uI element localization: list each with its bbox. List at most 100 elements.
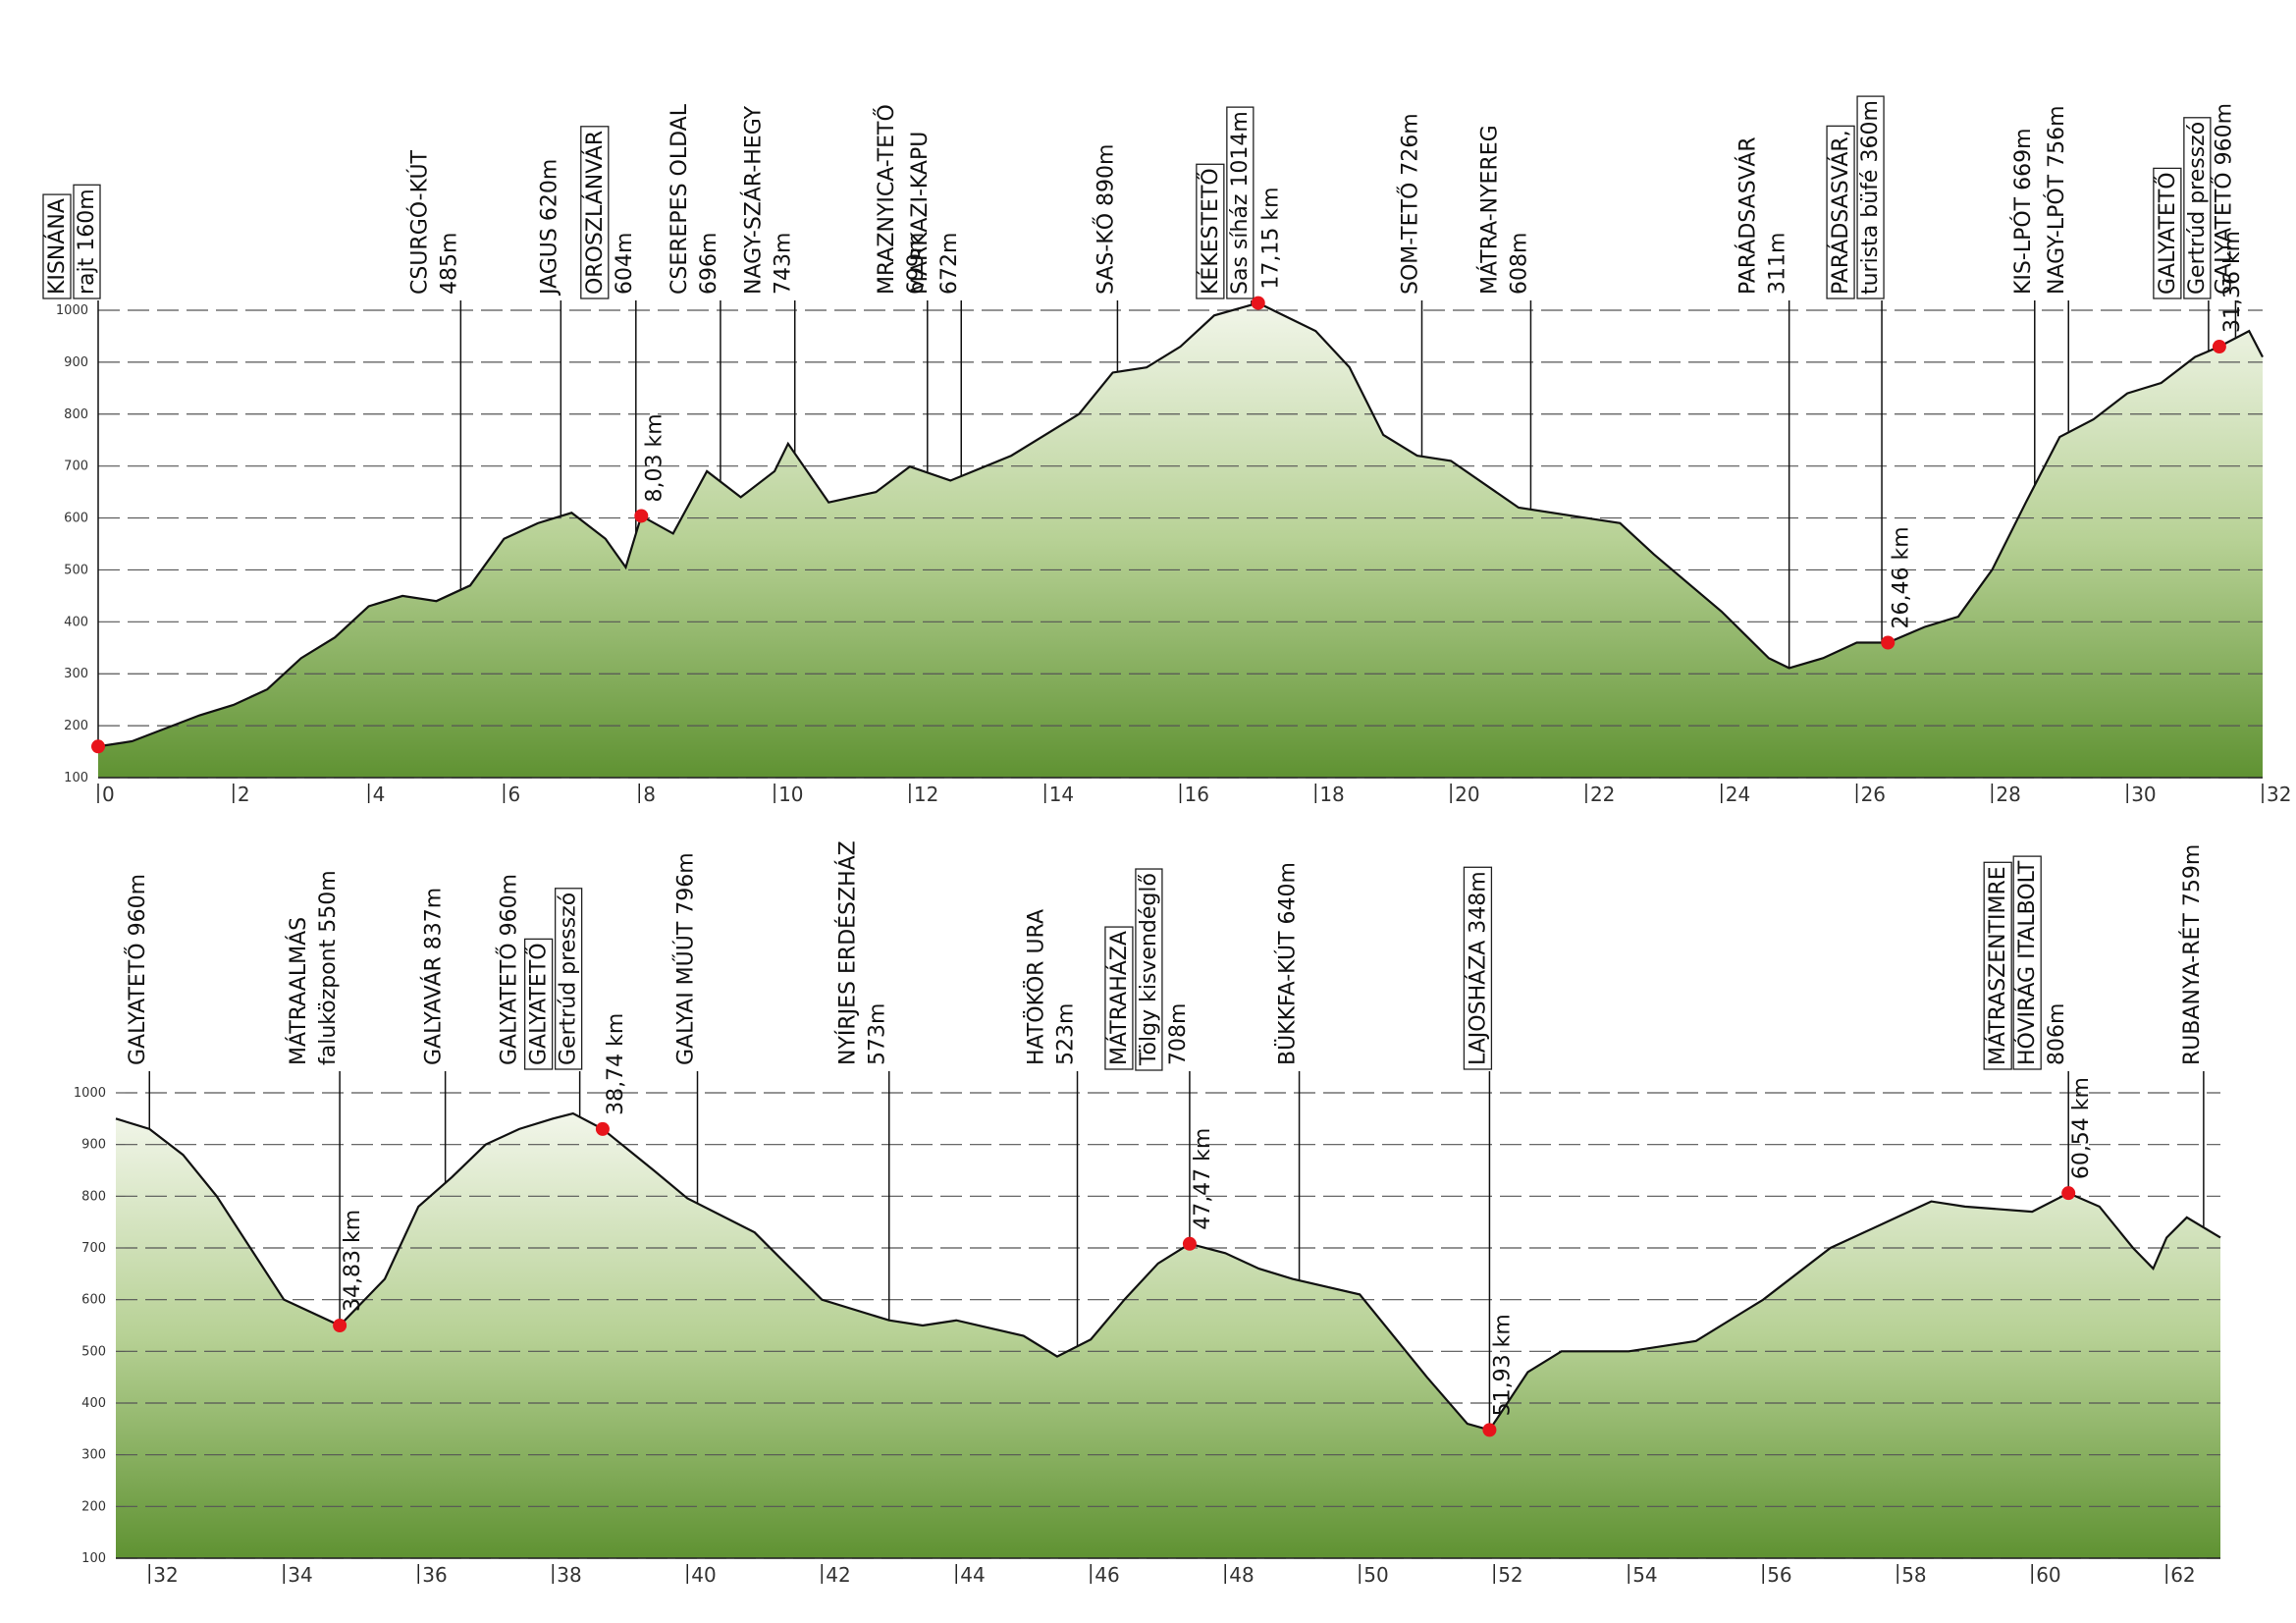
place-label: SOM-TETŐ 726m [1397, 113, 1422, 295]
place-label: GALYATETŐ 960m [2211, 103, 2236, 295]
place-label: HATÖKÖR URA [1024, 909, 1049, 1065]
y-tick-label: 900 [81, 1138, 106, 1153]
place-label: PARÁDSASVÁR [1735, 136, 1761, 295]
label-box [2012, 855, 2042, 1070]
y-tick-label: 400 [64, 615, 88, 629]
place-label: KISNÁNA [44, 198, 70, 295]
place-label: MARKAZI-KAPU [908, 132, 933, 295]
place-label: Sas síház 1014m [1228, 111, 1253, 295]
terrain-line [97, 301, 2264, 748]
place-label: GALYATETŐ 960m [497, 874, 522, 1065]
y-tick-label: 500 [81, 1344, 106, 1359]
label-box [554, 888, 583, 1070]
place-label: RUBANYA-RÉT 759m [2179, 844, 2205, 1065]
place-label: rajt 160m [75, 189, 99, 295]
km-label: 34,83 km [341, 1210, 365, 1312]
terrain-fill [116, 1113, 2220, 1558]
km-marker [1482, 1423, 1497, 1437]
place-label: JAGUS 620m [537, 159, 561, 297]
x-tick-label: 8 [643, 783, 656, 806]
place-label: NAGY-SZÁR-HEGY [741, 105, 767, 295]
place-label: BÜKKFA-KÚT 640m [1275, 862, 1301, 1065]
terrain-fill [98, 302, 2263, 778]
place-label: MÁTRA-NYEREG [1476, 125, 1502, 295]
km-label: 47,47 km [1191, 1128, 1215, 1230]
x-tick-label: 54 [1632, 1563, 1657, 1587]
place-label: KIS-LPÓT 669m [2010, 128, 2036, 295]
place-label: Gertrúd presszó [2185, 122, 2210, 295]
x-tick-label: 32 [2267, 783, 2291, 806]
km-label: 60,54 km [2069, 1077, 2094, 1179]
label-box [1196, 163, 1225, 299]
x-tick-label: 30 [2131, 783, 2156, 806]
km-marker [2212, 340, 2226, 354]
place-label: NAGY-LPÓT 756m [2044, 105, 2069, 295]
place-label: 672m [937, 233, 962, 295]
x-tick-label: 12 [914, 783, 938, 806]
km-label: 26,46 km [1889, 526, 1913, 628]
km-label: 8,03 km [642, 413, 667, 502]
place-label: faluközpont 550m [316, 870, 341, 1065]
y-tick-label: 600 [81, 1293, 106, 1308]
x-tick-label: 60 [2036, 1563, 2060, 1587]
km-marker [634, 509, 649, 523]
place-label: Tölgy kisvendéglő [1137, 873, 1161, 1066]
x-tick-label: 16 [1185, 783, 1209, 806]
x-tick-label: 26 [1861, 783, 1886, 806]
y-tick-label: 100 [64, 771, 88, 785]
y-tick-label: 700 [81, 1241, 106, 1256]
y-tick-label: 1000 [56, 303, 88, 318]
place-label: 485m [437, 233, 461, 295]
label-box [1826, 125, 1855, 299]
x-tick-label: 38 [557, 1563, 581, 1587]
x-tick-label: 36 [422, 1563, 447, 1587]
label-box [2153, 167, 2182, 299]
km-marker [2061, 1186, 2076, 1201]
km-marker [1251, 296, 1265, 310]
y-tick-label: 100 [81, 1551, 106, 1566]
place-label: 311m [1766, 233, 1790, 295]
x-tick-label: 2 [238, 783, 250, 806]
place-label: MRAZNYICA-TETŐ [874, 104, 899, 295]
km-label: 38,74 km [604, 1013, 628, 1115]
place-label: MÁTRASZENTIMRE [1985, 866, 2010, 1065]
x-tick-label: 44 [960, 1563, 985, 1587]
place-label: 806m [2045, 1003, 2069, 1065]
label-box [1135, 868, 1163, 1071]
place-label: GALYATETŐ [526, 943, 552, 1065]
place-label: OROSZLÁNVÁR [582, 131, 608, 295]
x-tick-label: 46 [1095, 1563, 1119, 1587]
y-tick-label: 300 [64, 667, 88, 681]
km-marker [1881, 635, 1896, 650]
y-tick-label: 700 [64, 460, 88, 474]
y-tick-label: 300 [81, 1448, 106, 1463]
x-tick-label: 20 [1455, 783, 1479, 806]
place-label: 699m [904, 233, 929, 295]
place-label: HÓVIRÁG ITALBOLT [2014, 860, 2040, 1065]
label-box [1983, 861, 2012, 1070]
km-marker [1182, 1236, 1197, 1251]
x-tick-label: 22 [1590, 783, 1615, 806]
x-tick-label: 6 [507, 783, 520, 806]
km-label: 31,36 km [2220, 231, 2245, 333]
place-label: 708m [1166, 1003, 1191, 1065]
x-tick-label: 56 [1767, 1563, 1791, 1587]
x-tick-label: 62 [2170, 1563, 2195, 1587]
y-tick-label: 600 [64, 512, 88, 526]
y-tick-label: 800 [81, 1189, 106, 1204]
x-tick-label: 14 [1049, 783, 1074, 806]
km-label: 17,15 km [1259, 187, 1284, 289]
label-box [73, 184, 101, 299]
place-label: 573m [866, 1003, 890, 1065]
km-marker [595, 1121, 610, 1136]
x-tick-label: 40 [691, 1563, 716, 1587]
x-tick-label: 48 [1229, 1563, 1254, 1587]
km-label: 51,93 km [1490, 1314, 1515, 1416]
place-label: MÁTRAHÁZA [1106, 931, 1132, 1065]
place-label: 696m [697, 233, 721, 295]
x-tick-label: 58 [1901, 1563, 1926, 1587]
x-tick-label: 10 [778, 783, 803, 806]
label-box [42, 193, 72, 299]
x-tick-label: 32 [153, 1563, 178, 1587]
